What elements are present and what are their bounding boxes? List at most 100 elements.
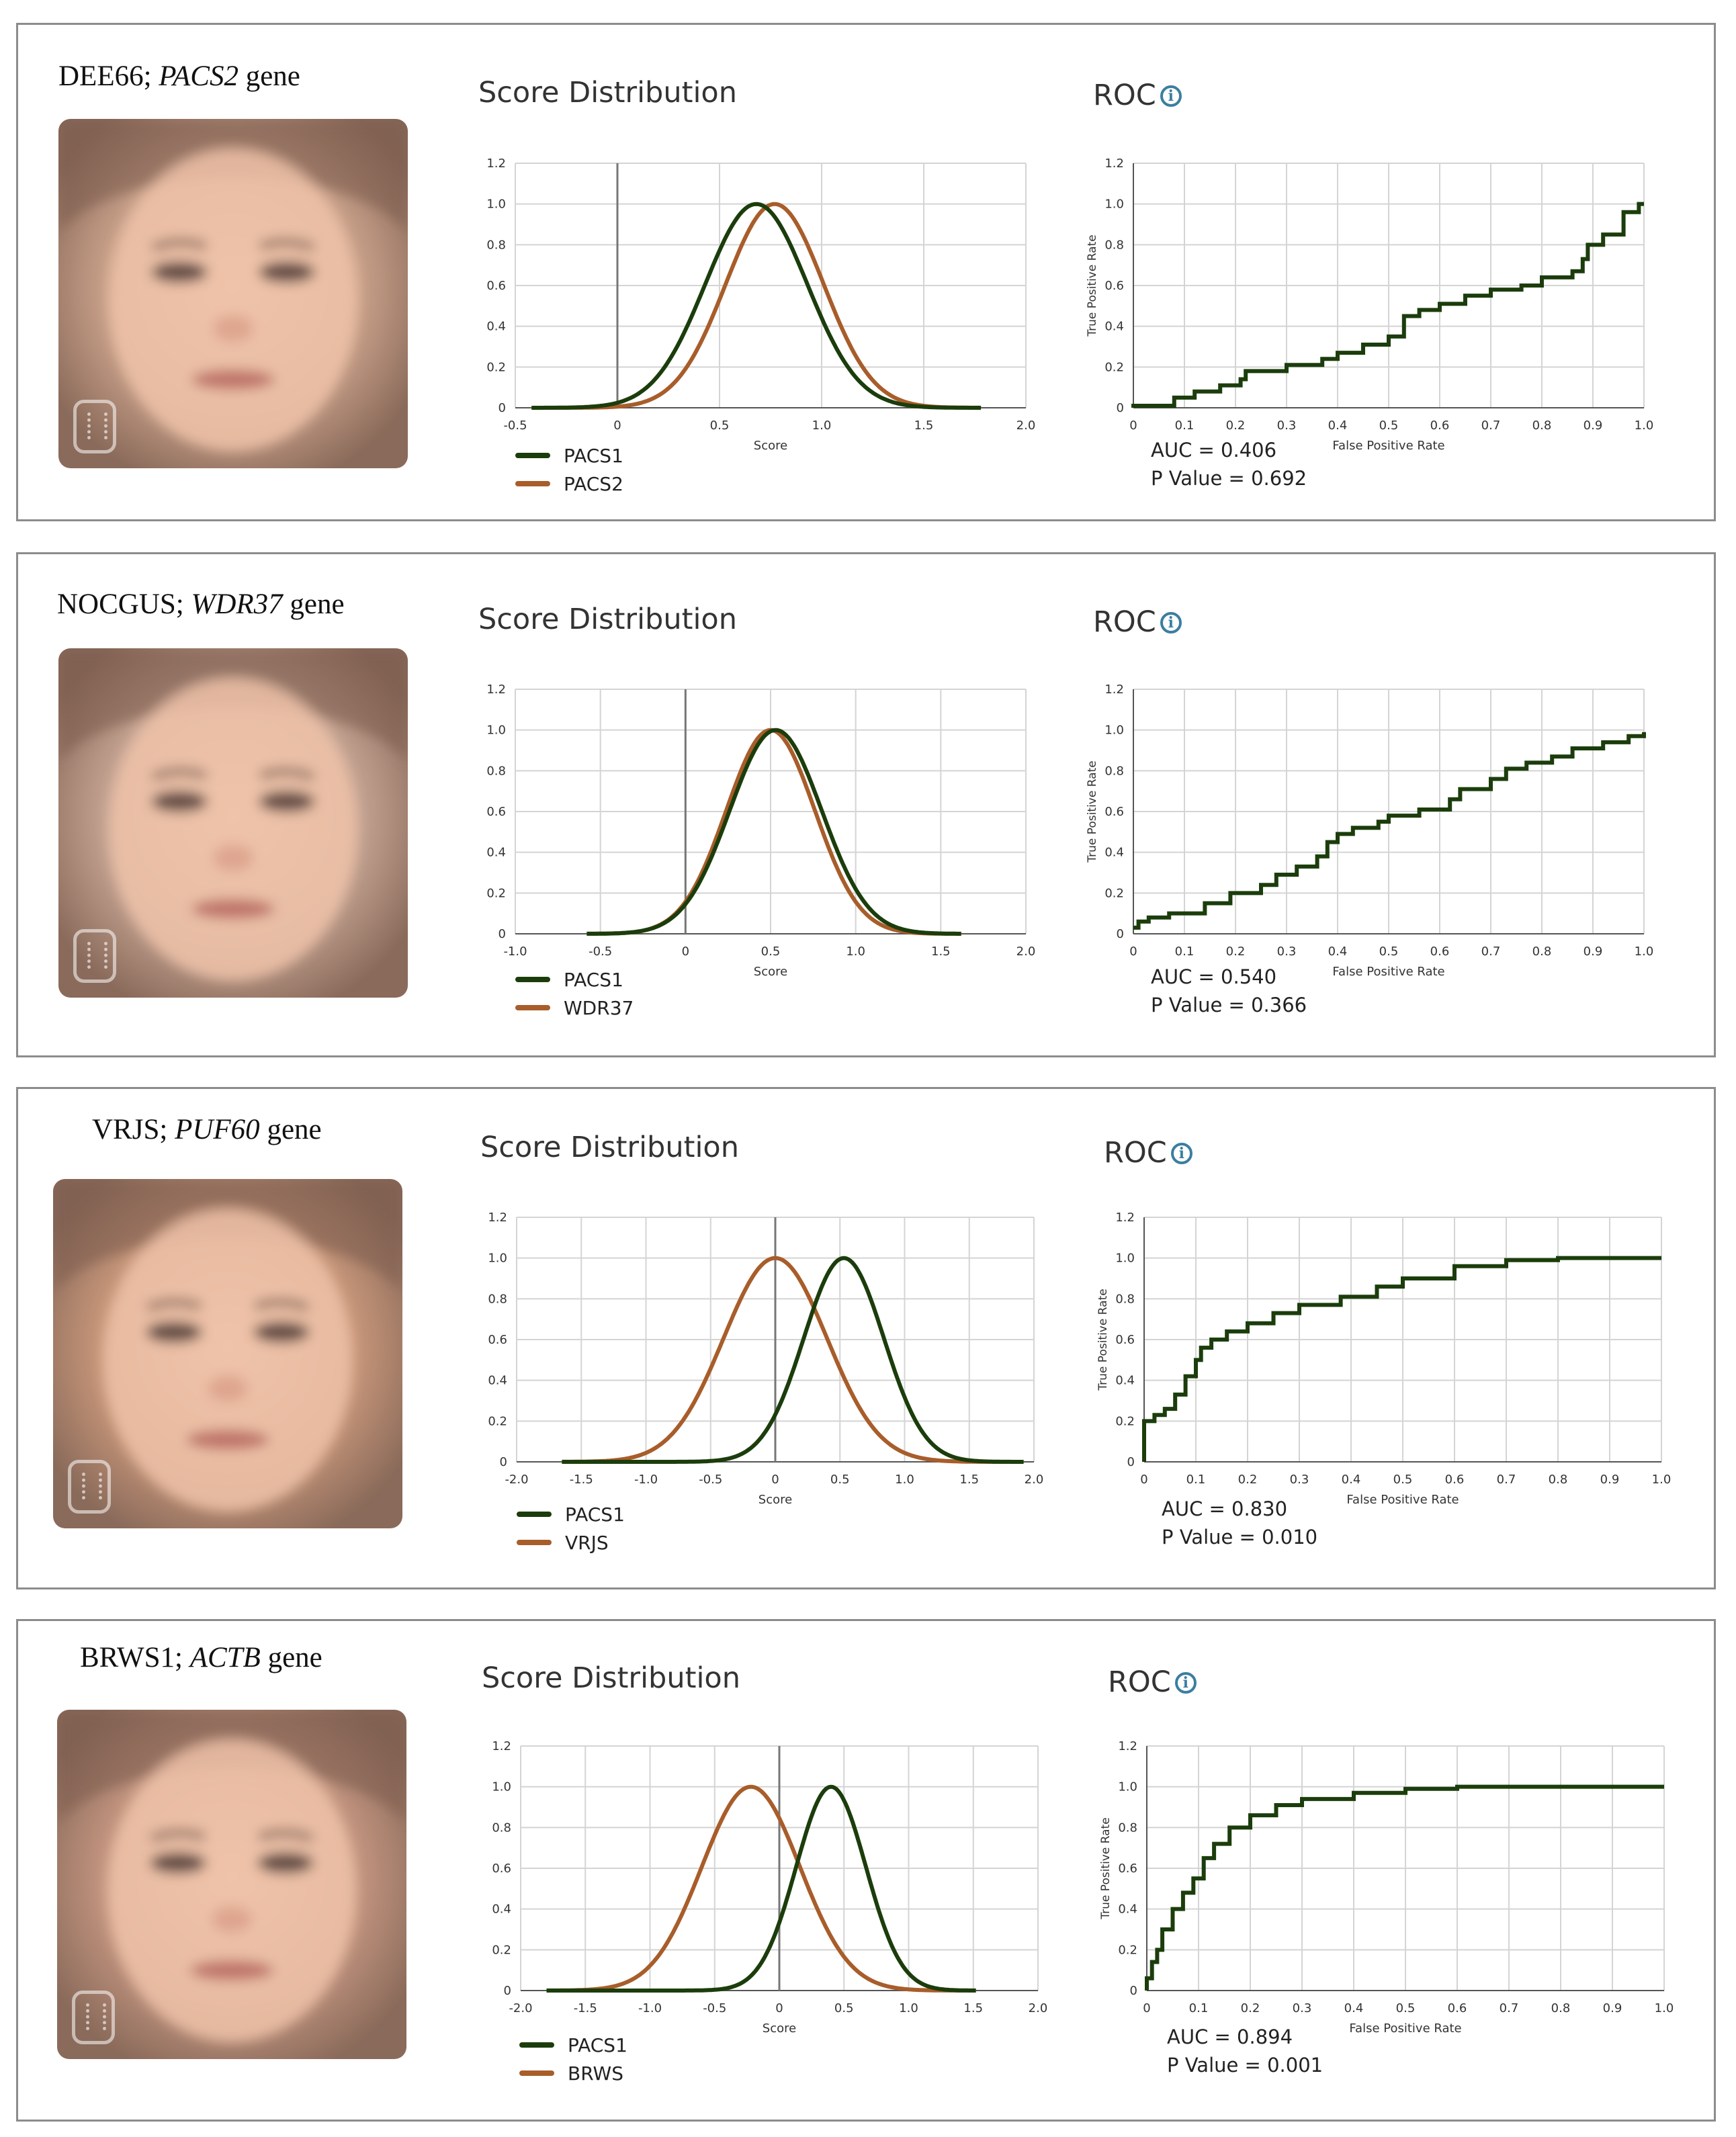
composite-face-image [58, 119, 408, 468]
legend-item-pacs1: PACS1 [519, 2031, 627, 2059]
score-legend: PACS1 VRJS [517, 1500, 625, 1557]
x-tick-label: 0.9 [1603, 2001, 1622, 2015]
legend-swatch-comparison [515, 481, 550, 486]
x-tick-label: 0.4 [1328, 419, 1348, 433]
p-value: P Value = 0.001 [1167, 2054, 1323, 2077]
legend-item-comparison: WDR37 [515, 994, 634, 1022]
panel-nocgus: NOCGUS; WDR37 gene Score Distribution -1… [16, 552, 1716, 1057]
x-tick-label: -1.0 [634, 1473, 658, 1487]
y-tick-label: 0.6 [488, 1333, 507, 1347]
auc-value: AUC = 0.830 [1162, 1497, 1288, 1520]
y-tick-label: 0.6 [486, 279, 506, 293]
y-tick-label: 1.2 [1118, 1739, 1137, 1753]
score-distribution-chart: -2.0 -1.5 -1.0 -0.5 0 0.5 1.0 1.5 2.0 0 0.2 0.4 0.6 0… [492, 1739, 1048, 2036]
p-value: P Value = 0.692 [1151, 467, 1307, 490]
legend-swatch-pacs1 [519, 2042, 554, 2048]
roc-stats: AUC = 0.830 P Value = 0.010 [1162, 1495, 1317, 1551]
x-tick-label: 0.3 [1277, 419, 1297, 433]
panel-title: DEE66; PACS2 gene [58, 60, 300, 92]
y-tick-label: 0.2 [1118, 1943, 1137, 1957]
legend-swatch-comparison [515, 1005, 550, 1010]
y-tick-label: 1.2 [486, 157, 506, 171]
series-line-pacs2 [531, 202, 982, 410]
legend-swatch-comparison [517, 1540, 552, 1545]
face-illustration [58, 119, 408, 468]
x-tick-label: -1.0 [638, 2001, 662, 2015]
x-tick-label: 0.6 [1430, 945, 1450, 959]
x-tick-label: 0.5 [1393, 1473, 1413, 1487]
x-tick-label: 0.5 [710, 419, 730, 433]
x-tick-label: 1.0 [846, 945, 865, 959]
x-tick-label: 0.7 [1481, 945, 1501, 959]
y-tick-label: 0 [1130, 1984, 1137, 1998]
y-tick-label: 0.6 [1118, 1862, 1137, 1876]
x-tick-label: 0 [1140, 1473, 1147, 1487]
x-tick-label: 0.1 [1175, 419, 1195, 433]
x-tick-label: -0.5 [503, 419, 527, 433]
score-legend: PACS1 PACS2 [515, 441, 623, 498]
x-tick-label: 0.9 [1583, 419, 1603, 433]
x-tick-label: 0.7 [1497, 1473, 1516, 1487]
x-tick-label: 1.0 [812, 419, 832, 433]
y-tick-label: 0.4 [486, 846, 506, 860]
y-tick-label: 0.2 [488, 1414, 507, 1428]
x-tick-label: 1.0 [1635, 945, 1654, 959]
p-value: P Value = 0.010 [1162, 1526, 1318, 1549]
panel-vrjs: VRJS; PUF60 gene Score Distribution -2.0… [16, 1087, 1716, 1589]
x-tick-label: 0 [1129, 945, 1137, 959]
y-tick-label: 1.0 [1104, 198, 1124, 212]
x-tick-label: 0.1 [1186, 1473, 1206, 1487]
roc-curve [1145, 1784, 1664, 1991]
y-tick-label: 0.8 [486, 238, 506, 252]
info-icon[interactable]: i [1160, 612, 1182, 634]
x-tick-label: -0.5 [589, 945, 612, 959]
x-tick-label: 0.4 [1328, 945, 1348, 959]
legend-item-pacs1: PACS1 [515, 441, 623, 470]
y-tick-label: 0.6 [492, 1862, 511, 1876]
y-tick-label: 0.4 [1115, 1374, 1135, 1388]
x-tick-label: 0.2 [1241, 2001, 1260, 2015]
x-tick-label: 1.0 [1655, 2001, 1674, 2015]
x-tick-label: 0.6 [1445, 1473, 1465, 1487]
y-tick-label: 0 [1117, 401, 1124, 415]
y-tick-label: 0.4 [1104, 846, 1124, 860]
x-tick-label: 0.5 [830, 1473, 850, 1487]
face-illustration [58, 648, 408, 998]
face2gene-logo-icon [72, 1991, 115, 2044]
x-tick-label: 0.8 [1532, 945, 1552, 959]
x-tick-label: 2.0 [1029, 2001, 1048, 2015]
info-icon[interactable]: i [1174, 1672, 1197, 1694]
y-tick-label: 0.6 [1104, 279, 1124, 293]
x-tick-label: 0 [613, 419, 621, 433]
legend-swatch-pacs1 [517, 1512, 552, 1517]
y-tick-label: 1.2 [1115, 1211, 1135, 1225]
y-tick-label: 1.0 [1118, 1780, 1137, 1794]
y-tick-label: 0.2 [486, 360, 506, 374]
x-tick-label: 0.2 [1238, 1473, 1258, 1487]
x-tick-label: 2.0 [1025, 1473, 1044, 1487]
y-tick-label: 0.4 [1104, 320, 1124, 334]
x-tick-label: 0.3 [1290, 1473, 1309, 1487]
y-tick-label: 0.8 [1118, 1821, 1137, 1835]
y-tick-label: 1.0 [492, 1780, 511, 1794]
x-tick-label: 2.0 [1016, 419, 1036, 433]
score-distribution-title: Score Distribution [482, 1661, 740, 1695]
roc-chart: 0 0.1 0.2 0.3 0.4 0.5 0.6 0.7 0.8 0.9 1.0 0 0.2 0.4 0.… [1086, 683, 1654, 979]
y-axis-title: True Positive Rate [1096, 1289, 1110, 1391]
x-tick-label: 1.0 [895, 1473, 914, 1487]
info-icon[interactable]: i [1160, 85, 1182, 107]
info-icon[interactable]: i [1170, 1143, 1192, 1164]
roc-chart: 0 0.1 0.2 0.3 0.4 0.5 0.6 0.7 0.8 0.9 1.0 0 0.2 0.4 0.… [1096, 1211, 1671, 1507]
y-tick-label: 0.2 [1104, 360, 1124, 374]
y-tick-label: 0 [498, 401, 506, 415]
x-tick-label: 0.2 [1226, 419, 1246, 433]
x-tick-label: 1.5 [914, 419, 934, 433]
y-tick-label: 0.6 [486, 805, 506, 819]
panel-brws1: BRWS1; ACTB gene Score Distribution -2.0… [16, 1619, 1716, 2122]
auc-value: AUC = 0.894 [1167, 2025, 1293, 2048]
x-tick-label: 0.4 [1344, 2001, 1364, 2015]
x-tick-label: 2.0 [1016, 945, 1036, 959]
y-tick-label: 0.6 [1115, 1333, 1135, 1347]
y-tick-label: 0 [500, 1455, 507, 1469]
y-tick-label: 1.2 [1104, 157, 1124, 171]
